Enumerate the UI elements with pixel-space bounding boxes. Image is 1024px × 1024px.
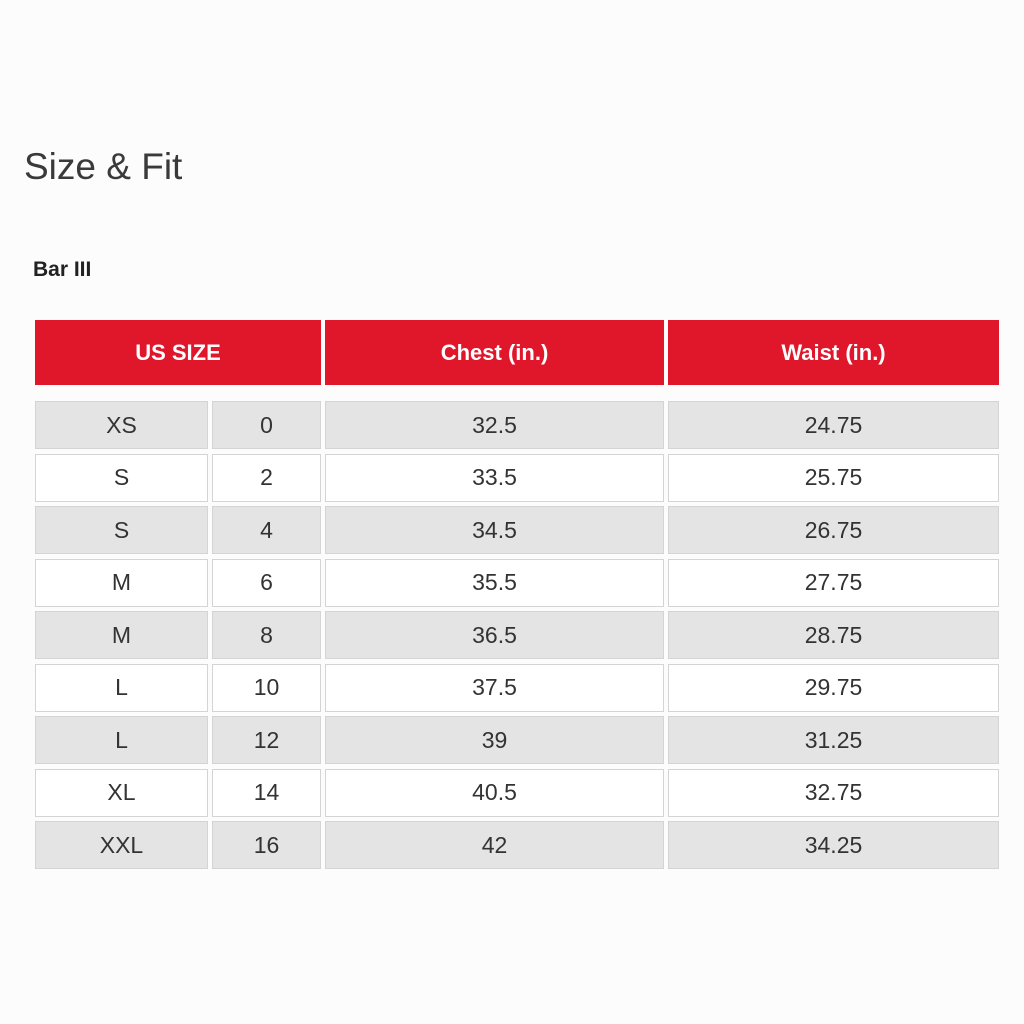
cell-letter-size: XS: [35, 401, 208, 449]
cell-chest: 35.5: [325, 558, 664, 607]
cell-waist: 28.75: [668, 611, 999, 659]
cell-letter-size: S: [35, 506, 208, 554]
cell-numeric-size: 14: [212, 768, 321, 817]
cell-chest: 42: [325, 821, 664, 869]
cell-chest: 36.5: [325, 611, 664, 659]
cell-numeric-size: 0: [212, 401, 321, 449]
cell-chest: 39: [325, 716, 664, 764]
cell-letter-size: M: [35, 611, 208, 659]
cell-letter-size: S: [35, 453, 208, 502]
cell-numeric-size: 8: [212, 611, 321, 659]
cell-chest: 34.5: [325, 506, 664, 554]
cell-chest: 33.5: [325, 453, 664, 502]
cell-waist: 24.75: [668, 401, 999, 449]
cell-waist: 31.25: [668, 716, 999, 764]
page-title: Size & Fit: [24, 146, 183, 187]
size-table-body: XS 0 32.5 24.75 S 2 33.5 25.75 S 4 34.5 26.75 M 6 35.5…: [35, 401, 999, 869]
cell-numeric-size: 4: [212, 506, 321, 554]
cell-waist: 27.75: [668, 558, 999, 607]
header-chest: Chest (in.): [325, 320, 664, 385]
cell-letter-size: XL: [35, 768, 208, 817]
cell-numeric-size: 10: [212, 663, 321, 712]
size-table-header: US SIZE Chest (in.) Waist (in.): [35, 320, 999, 385]
cell-letter-size: M: [35, 558, 208, 607]
cell-waist: 26.75: [668, 506, 999, 554]
cell-letter-size: XXL: [35, 821, 208, 869]
cell-numeric-size: 6: [212, 558, 321, 607]
cell-waist: 32.75: [668, 768, 999, 817]
cell-letter-size: L: [35, 716, 208, 764]
cell-chest: 40.5: [325, 768, 664, 817]
cell-numeric-size: 2: [212, 453, 321, 502]
cell-waist: 29.75: [668, 663, 999, 712]
brand-name: Bar III: [33, 258, 92, 281]
header-waist: Waist (in.): [668, 320, 999, 385]
cell-letter-size: L: [35, 663, 208, 712]
cell-waist: 34.25: [668, 821, 999, 869]
header-us-size: US SIZE: [35, 320, 321, 385]
cell-numeric-size: 16: [212, 821, 321, 869]
cell-chest: 32.5: [325, 401, 664, 449]
cell-numeric-size: 12: [212, 716, 321, 764]
cell-chest: 37.5: [325, 663, 664, 712]
cell-waist: 25.75: [668, 453, 999, 502]
